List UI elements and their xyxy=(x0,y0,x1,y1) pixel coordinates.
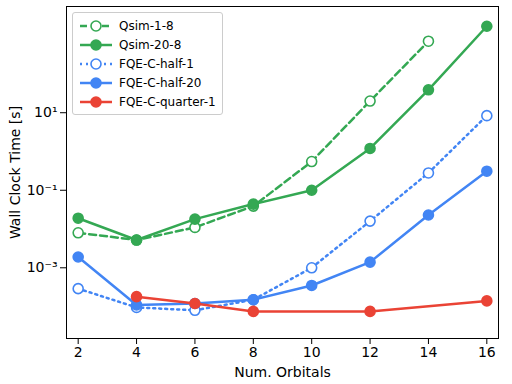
html-text:Qsim-1-8: Qsim-1-8 xyxy=(119,18,174,33)
html-text:FQE-C-half-20: FQE-C-half-20 xyxy=(119,75,202,90)
svg-text:12: 12 xyxy=(361,344,379,360)
svg-text:14: 14 xyxy=(420,344,438,360)
svg-text:2: 2 xyxy=(74,344,83,360)
svg-text:10⁻³: 10⁻³ xyxy=(27,259,58,275)
svg-text:10: 10 xyxy=(303,344,321,360)
html-text:FQE-C-quarter-1: FQE-C-quarter-1 xyxy=(119,94,216,109)
svg-text:6: 6 xyxy=(190,344,199,360)
svg-text:10¹: 10¹ xyxy=(34,104,57,120)
svg-text:16: 16 xyxy=(478,344,496,360)
svg-text:8: 8 xyxy=(249,344,258,360)
svg-text:4: 4 xyxy=(132,344,141,360)
html-text:Qsim-20-8: Qsim-20-8 xyxy=(119,37,182,52)
svg-text:Num. Orbitals: Num. Orbitals xyxy=(234,364,331,380)
html-text:FQE-C-half-1: FQE-C-half-1 xyxy=(119,56,194,71)
svg-text:Wall Clock Time [s]: Wall Clock Time [s] xyxy=(7,106,23,239)
svg-text:10⁻¹: 10⁻¹ xyxy=(27,182,58,198)
